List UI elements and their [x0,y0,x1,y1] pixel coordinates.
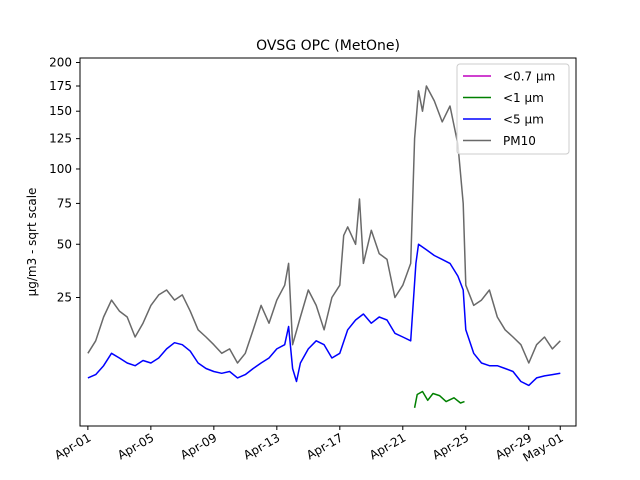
series-layer [87,85,561,408]
legend-frame [456,63,570,155]
series-line-2 [87,243,561,387]
legend-label: <1 µm [503,91,544,105]
y-axis-label: µg/m3 - sqrt scale [25,188,39,297]
y-tick-label: 100 [49,162,72,176]
series-line-3 [87,85,561,364]
x-tick-label: Apr-09 [178,430,219,462]
y-tick-label: 50 [57,237,72,251]
y-tick-label: 25 [57,290,72,304]
y-tick-label: 175 [49,79,72,93]
x-tick-label: Apr-21 [367,430,408,462]
x-tick-label: Apr-13 [241,430,282,462]
x-ticks: Apr-01 Apr-05 Apr-09 Apr-13 Apr-17 Apr-21 Apr-… [52,426,566,465]
y-tick-label: 200 [49,56,72,70]
y-tick-label: 75 [57,196,72,210]
legend-label: <5 µm [503,113,544,127]
x-tick-label: Apr-25 [430,430,471,462]
y-tick-label: 150 [49,104,72,118]
series-line-1 [413,390,465,408]
y-ticks: 25 50 75 100 125 150 175 200 [49,56,80,304]
chart-title: OVSG OPC (MetOne) [256,38,400,54]
y-tick-label: 125 [49,132,72,146]
x-tick-label: Apr-05 [115,430,156,462]
plot-area [79,57,577,427]
legend-label: <0.7 µm [503,70,555,84]
x-tick-label: Apr-17 [304,430,345,462]
legend-label: PM10 [503,134,536,148]
legend: <0.7 µm <1 µm <5 µm PM10 [456,63,570,155]
x-tick-label: Apr-01 [52,430,93,462]
